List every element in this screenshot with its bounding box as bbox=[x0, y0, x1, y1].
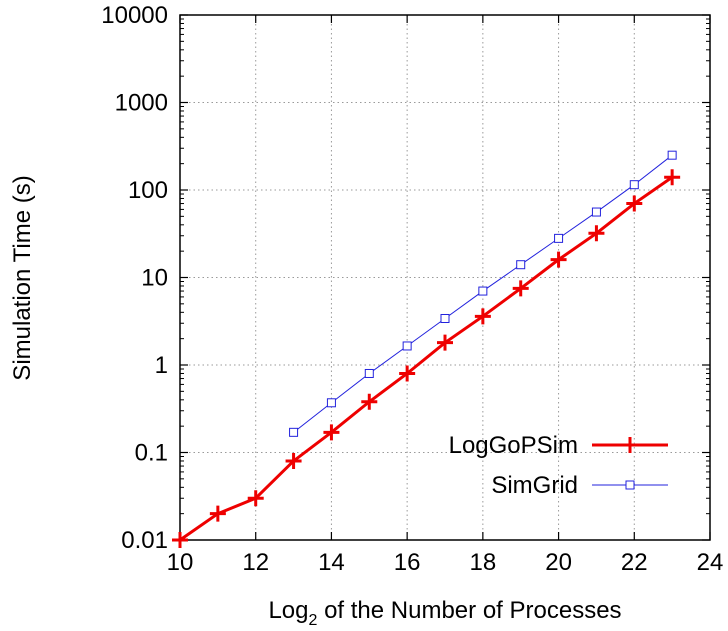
x-axis-title-subscript: 2 bbox=[309, 612, 318, 629]
data-point-loggopsim bbox=[323, 424, 340, 441]
data-point-loggopsim bbox=[172, 532, 188, 548]
x-tick-label: 22 bbox=[621, 549, 648, 576]
y-axis-tick-labels: 0.01 0.1 1 10 100 1000 10000 bbox=[101, 2, 168, 554]
legend-label-loggopsim: LogGoPSim bbox=[449, 432, 578, 459]
legend-marker-loggopsim bbox=[622, 437, 638, 453]
data-point-simgrid bbox=[591, 207, 601, 217]
y-tick-label: 0.01 bbox=[121, 527, 168, 554]
data-point-loggopsim bbox=[247, 490, 264, 507]
legend-marker-simgrid bbox=[625, 480, 635, 490]
series bbox=[172, 150, 681, 548]
data-point-loggopsim bbox=[285, 452, 302, 469]
data-point-loggopsim bbox=[399, 365, 416, 382]
x-tick-label: 20 bbox=[545, 549, 572, 576]
y-tick-label: 10 bbox=[141, 265, 168, 292]
data-point-simgrid bbox=[402, 341, 412, 351]
x-tick-label: 14 bbox=[318, 549, 345, 576]
data-point-simgrid bbox=[326, 398, 336, 408]
legend-label-simgrid: SimGrid bbox=[491, 472, 578, 499]
data-point-simgrid bbox=[364, 368, 374, 378]
y-tick-label: 1 bbox=[155, 352, 168, 379]
data-point-loggopsim bbox=[474, 308, 491, 325]
y-tick-label: 1000 bbox=[115, 90, 168, 117]
data-point-simgrid bbox=[289, 427, 299, 437]
data-point-simgrid bbox=[478, 286, 488, 296]
data-point-simgrid bbox=[629, 180, 639, 190]
data-point-simgrid bbox=[554, 233, 564, 243]
grid bbox=[180, 15, 710, 540]
legend: LogGoPSim SimGrid bbox=[449, 432, 668, 499]
y-tick-label: 100 bbox=[128, 177, 168, 204]
y-tick-label: 0.1 bbox=[135, 440, 168, 467]
x-axis-title-prefix: Log bbox=[268, 597, 308, 624]
data-point-simgrid bbox=[440, 313, 450, 323]
data-point-loggopsim bbox=[550, 251, 567, 268]
data-point-simgrid bbox=[667, 150, 677, 160]
data-point-loggopsim bbox=[664, 169, 681, 186]
x-axis-tick-labels: 10 12 14 16 18 20 22 24 bbox=[167, 549, 724, 576]
data-point-loggopsim bbox=[209, 505, 226, 522]
data-point-loggopsim bbox=[512, 280, 529, 297]
series-line-loggopsim bbox=[179, 175, 673, 542]
data-point-loggopsim bbox=[626, 195, 643, 212]
x-axis-title-suffix: of the Number of Processes bbox=[317, 597, 621, 624]
x-tick-label: 18 bbox=[470, 549, 497, 576]
x-tick-label: 24 bbox=[697, 549, 724, 576]
y-tick-label: 10000 bbox=[101, 2, 168, 29]
x-axis-title: Log2 of the Number of Processes bbox=[268, 597, 621, 629]
data-point-loggopsim bbox=[588, 225, 605, 242]
x-tick-label: 16 bbox=[394, 549, 421, 576]
data-point-loggopsim bbox=[361, 393, 378, 410]
data-point-simgrid bbox=[516, 260, 526, 270]
x-tick-label: 12 bbox=[242, 549, 269, 576]
axis-ticks bbox=[179, 14, 711, 541]
data-point-loggopsim bbox=[437, 334, 453, 351]
x-tick-label: 10 bbox=[167, 549, 194, 576]
y-axis-title: Simulation Time (s) bbox=[9, 175, 36, 380]
